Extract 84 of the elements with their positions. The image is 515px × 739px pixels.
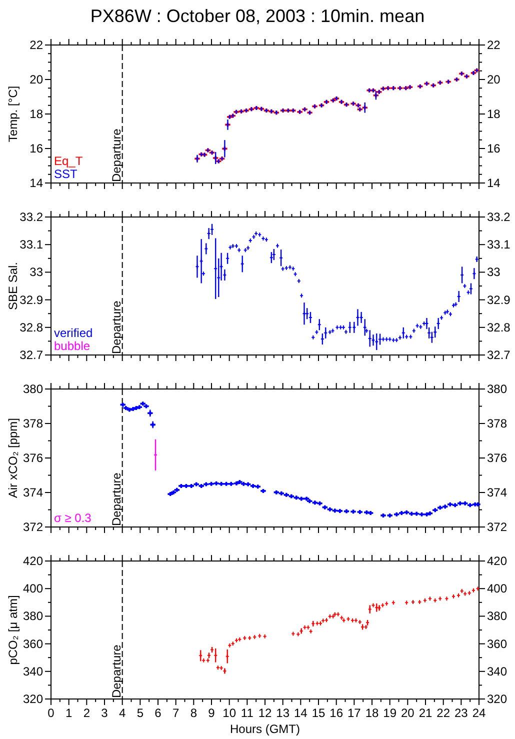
y-tick-label: 380 [22, 382, 44, 396]
legend-label: bubble [54, 339, 90, 353]
x-tick-label: 19 [383, 706, 397, 720]
x-tick-label: 7 [172, 706, 180, 720]
y-tick-label: 340 [22, 664, 44, 678]
y-tick-label: 360 [22, 636, 44, 651]
y2-tick-label: 420 [487, 554, 508, 568]
y2-tick-label: 22 [487, 38, 501, 52]
y-tick-label: 374 [22, 486, 44, 500]
y-tick-label: 400 [22, 582, 44, 596]
y2-tick-label: 20 [487, 72, 501, 86]
x-axis-title: Hours (GMT) [230, 722, 300, 736]
x-tick-label: 11 [240, 706, 254, 720]
y2-tick-label: 374 [487, 486, 508, 500]
text: verified [54, 326, 93, 340]
x-tick-label: 5 [136, 706, 144, 720]
y-tick-label: 20 [30, 72, 44, 86]
y-tick-label: 33.1 [20, 238, 44, 252]
y2-tick-label: 16 [487, 142, 501, 156]
y-tick-label: 420 [22, 554, 44, 568]
y2-tick-label: 372 [487, 520, 508, 534]
y2-tick-label: 376 [487, 451, 508, 465]
y2-tick-label: 340 [487, 664, 508, 678]
x-tick-label: 4 [118, 706, 126, 720]
x-tick-label: 8 [190, 706, 198, 720]
y-tick-label: 16 [30, 142, 44, 156]
y2-tick-label: 33.1 [487, 238, 511, 252]
y2-tick-label: 378 [487, 416, 508, 430]
x-tick-label: 23 [454, 706, 468, 720]
y2-tick-label: 380 [487, 382, 508, 396]
y2-tick-label: 32.8 [487, 320, 511, 334]
y-tick-label: 33 [30, 265, 44, 280]
x-tick-label: 15 [312, 706, 326, 720]
y-axis-title: pCO₂ [μ atm] [6, 595, 20, 665]
y-axis-title: Temp. [°C] [6, 86, 20, 142]
y2-tick-label: 14 [487, 176, 501, 190]
ref-line-label: Departure [109, 128, 124, 182]
ref-line-label: Departure [109, 300, 124, 354]
y2-tick-label: 32.9 [487, 292, 511, 307]
x-tick-label: 20 [400, 706, 415, 720]
y-tick-label: 18 [30, 107, 44, 121]
x-tick-label: 0 [48, 706, 55, 720]
y-tick-label: 33.2 [20, 210, 44, 224]
y2-tick-label: 360 [487, 636, 508, 651]
chart-title: PX86W : October 08, 2003 : 10min. mean [90, 6, 425, 26]
x-tick-label: 16 [330, 706, 344, 720]
text: σ ≥ 0.3 [54, 511, 92, 525]
x-tick-label: 3 [101, 706, 108, 720]
y-tick-label: 14 [30, 176, 44, 190]
y-tick-label: 372 [22, 520, 44, 534]
y2-tick-label: 18 [487, 107, 501, 121]
text: SST [54, 167, 78, 181]
y2-tick-label: 33 [487, 265, 501, 280]
x-tick-label: 2 [83, 706, 90, 720]
y-axis-title: SBE Sal. [6, 262, 20, 310]
x-tick-label: 9 [208, 706, 216, 720]
y-tick-label: 376 [22, 451, 44, 465]
y-tick-label: 32.7 [20, 348, 44, 362]
y2-tick-label: 32.7 [487, 348, 511, 362]
y-tick-label: 32.8 [20, 320, 44, 334]
text: Eq_T [54, 154, 84, 168]
x-tick-label: 18 [365, 706, 379, 720]
x-tick-label: 22 [436, 706, 450, 720]
x-tick-label: 1 [65, 706, 72, 720]
ref-line-label: Departure [109, 472, 124, 526]
ref-line-label: Departure [109, 644, 124, 698]
x-tick-label: 12 [258, 706, 272, 720]
y-tick-label: 22 [30, 38, 44, 52]
x-tick-label: 10 [222, 706, 236, 720]
y2-tick-label: 320 [487, 692, 508, 706]
y-tick-label: 380 [22, 609, 44, 624]
y2-tick-label: 400 [487, 582, 508, 596]
x-tick-label: 14 [294, 706, 308, 720]
x-tick-label: 13 [276, 706, 290, 720]
y-tick-label: 378 [22, 416, 44, 430]
y-tick-label: 320 [22, 692, 44, 706]
x-tick-label: 17 [347, 706, 362, 720]
x-tick-label: 6 [154, 706, 162, 720]
x-tick-label: 21 [418, 706, 432, 720]
y-axis-title: Air xCO₂ [ppm] [6, 418, 20, 498]
y2-tick-label: 380 [487, 609, 508, 624]
y-tick-label: 32.9 [20, 292, 44, 307]
x-tick-label: 24 [472, 706, 486, 720]
y2-tick-label: 33.2 [487, 210, 511, 224]
